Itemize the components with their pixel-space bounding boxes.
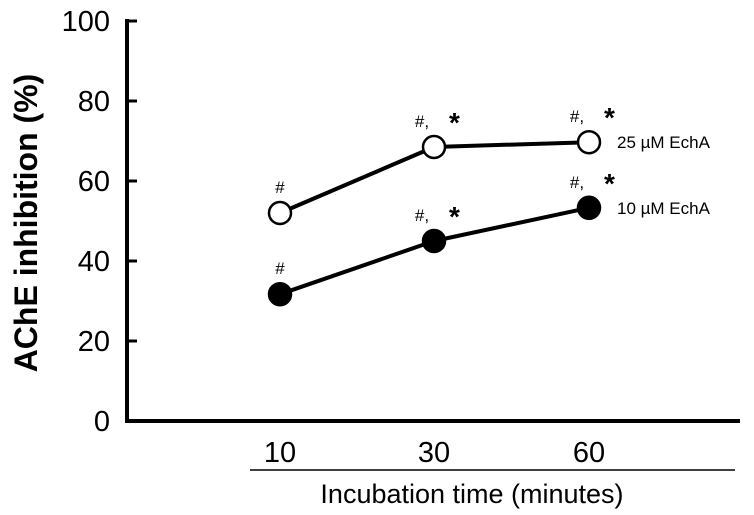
significance-annotation: # (275, 259, 285, 278)
y-tick-label: 40 (78, 246, 110, 278)
y-tick-label: 20 (78, 326, 110, 358)
data-point (267, 281, 293, 307)
y-tick-label: 80 (78, 86, 110, 118)
data-point (267, 200, 293, 226)
axis-ticks: 0 20 40 60 80 100 10 30 60 (62, 6, 606, 469)
data-point (576, 129, 602, 155)
series-label: 25 µM EchA (617, 133, 711, 152)
significance-star: * (449, 201, 460, 232)
significance-star: * (604, 168, 615, 199)
significance-annotation: # (275, 178, 285, 197)
data-point (576, 195, 602, 221)
y-tick-label: 100 (62, 6, 110, 38)
x-tick-label: 60 (573, 437, 605, 469)
significance-annotation: #, (570, 107, 584, 126)
x-tick-label: 30 (418, 437, 450, 469)
y-axis-label: AChE inhibition (%) (8, 74, 44, 373)
significance-annotation: #, (415, 112, 429, 131)
series-layer: ##, * #, *25 µM EchA##, *#, *10 µM EchA (267, 102, 711, 307)
significance-annotation: #, (415, 206, 429, 225)
x-tick-label: 10 (264, 437, 296, 469)
significance-star: * (449, 107, 460, 138)
y-tick-label: 0 (94, 406, 110, 438)
significance-star: * (604, 102, 615, 133)
series-label: 10 µM EchA (617, 199, 711, 218)
significance-annotation: #, (570, 173, 584, 192)
x-axis-label: Incubation time (minutes) (320, 479, 623, 509)
data-point (421, 134, 447, 160)
data-point (421, 228, 447, 254)
y-tick-label: 60 (78, 166, 110, 198)
